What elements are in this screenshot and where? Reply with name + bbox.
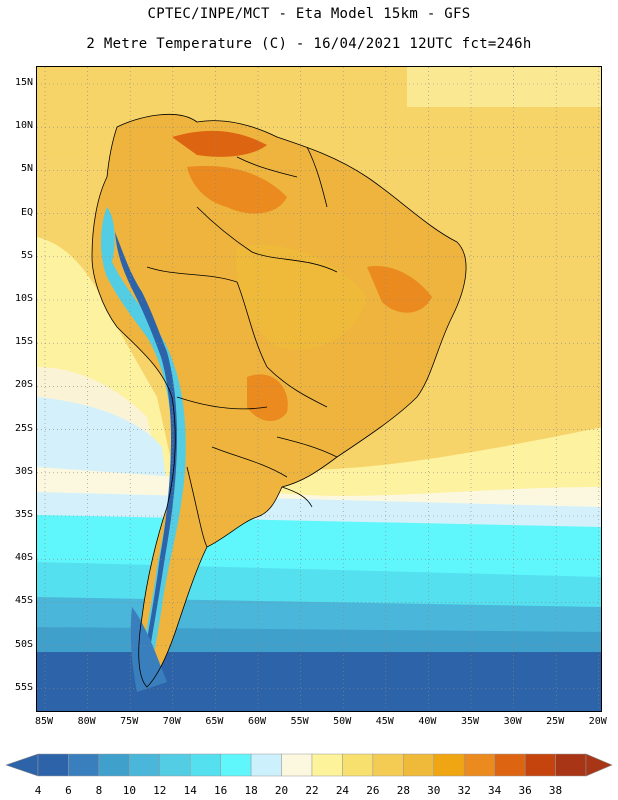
lon-label: 85W bbox=[34, 716, 54, 727]
lon-label: 80W bbox=[77, 716, 96, 727]
colorbar-segment bbox=[37, 753, 69, 777]
colorbar-label: 22 bbox=[305, 784, 319, 797]
lat-label: 45S bbox=[14, 595, 33, 607]
colorbar-label: 14 bbox=[183, 784, 197, 797]
lon-label: 30W bbox=[503, 716, 522, 727]
colorbar-segment bbox=[403, 753, 435, 777]
lat-label: 10S bbox=[14, 293, 33, 304]
lat-label: 15S bbox=[14, 336, 33, 348]
colorbar-label: 28 bbox=[396, 784, 410, 797]
chart-subtitle: 2 Metre Temperature (C) - 16/04/2021 12U… bbox=[86, 36, 532, 52]
colorbar-label: 16 bbox=[214, 784, 228, 797]
lat-label: 35S bbox=[14, 509, 33, 520]
colorbar-segment bbox=[524, 753, 556, 777]
lon-label: 70W bbox=[162, 716, 181, 727]
colorbar-label: 36 bbox=[518, 784, 532, 797]
temperature-field bbox=[37, 67, 601, 711]
colorbar-segment bbox=[98, 753, 130, 777]
colorbar-segment bbox=[250, 753, 282, 777]
colorbar-label: 34 bbox=[488, 784, 502, 797]
country-borders bbox=[91, 114, 467, 688]
colorbar-label: 32 bbox=[457, 784, 471, 797]
colorbar-segment bbox=[494, 753, 526, 777]
colorbar-segment bbox=[281, 753, 313, 777]
colorbar-label: 10 bbox=[122, 784, 136, 797]
colorbar-label: 24 bbox=[335, 784, 350, 797]
colorbar-segment bbox=[311, 753, 343, 777]
colorbar-segment bbox=[189, 753, 221, 777]
chart-title: CPTEC/INPE/MCT - Eta Model 15km - GFS bbox=[147, 6, 471, 22]
colorbar-segment bbox=[463, 753, 495, 777]
lat-label: 5N bbox=[20, 163, 33, 175]
colorbar-segment bbox=[433, 753, 465, 777]
colorbar-label: 8 bbox=[95, 784, 103, 797]
colorbar-segment bbox=[372, 753, 404, 777]
colorbar-label: 26 bbox=[366, 784, 380, 797]
colorbar-label: 12 bbox=[153, 784, 167, 797]
lon-label: 75W bbox=[120, 716, 139, 727]
colorbar-segment bbox=[220, 753, 252, 777]
lat-label: 25S bbox=[14, 422, 33, 434]
lon-label: 50W bbox=[333, 716, 352, 727]
colorbar-segment bbox=[68, 753, 100, 777]
lat-label: 50S bbox=[14, 638, 33, 650]
colorbar-segment bbox=[555, 753, 587, 777]
colorbar-label: 38 bbox=[548, 784, 563, 797]
lat-label: 10N bbox=[14, 120, 33, 132]
colorbar-label: 20 bbox=[274, 784, 289, 797]
lon-label: 65W bbox=[205, 716, 224, 727]
lon-label: 25W bbox=[546, 716, 565, 727]
lat-label: EQ bbox=[20, 206, 33, 218]
lon-label: 45W bbox=[375, 716, 394, 727]
lon-label: 60W bbox=[247, 716, 267, 727]
lon-label: 20W bbox=[588, 716, 607, 727]
lat-label: 20S bbox=[14, 379, 33, 391]
colorbar-label: 18 bbox=[244, 784, 258, 797]
colorbar-label: 6 bbox=[65, 784, 72, 797]
lon-label: 35W bbox=[460, 716, 480, 727]
lat-label: 30S bbox=[14, 465, 33, 477]
lon-label: 55W bbox=[290, 716, 309, 727]
lat-label: 40S bbox=[14, 552, 33, 564]
colorbar-label: 30 bbox=[427, 784, 441, 797]
colorbar-arrow-low bbox=[5, 753, 39, 777]
colorbar-segment bbox=[159, 753, 191, 777]
lat-label: 15N bbox=[14, 77, 33, 88]
lon-label: 40W bbox=[418, 716, 437, 727]
lat-label: 5S bbox=[20, 249, 33, 261]
colorbar-segment bbox=[129, 753, 161, 777]
colorbar-arrow-high bbox=[585, 753, 613, 777]
colorbar-segment bbox=[342, 753, 374, 777]
lat-label: 55S bbox=[14, 681, 33, 693]
colorbar-label: 4 bbox=[34, 784, 42, 797]
colorbar bbox=[0, 748, 618, 800]
temperature-map bbox=[36, 66, 602, 712]
